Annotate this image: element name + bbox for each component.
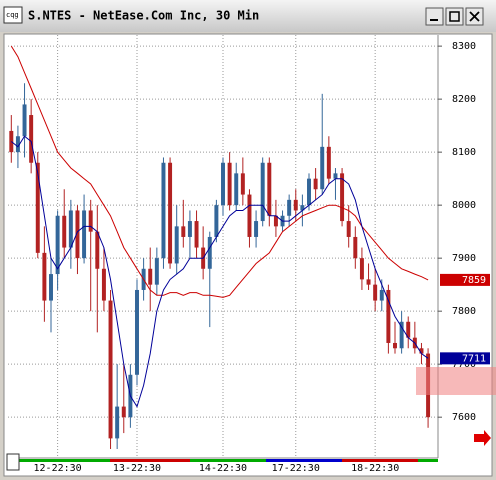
candle-body: [22, 104, 27, 137]
candle-body: [95, 231, 100, 269]
day-strip: [110, 459, 190, 462]
candle-body: [29, 115, 34, 163]
candle-body: [307, 178, 311, 206]
app-icon: [3, 6, 23, 24]
candle-body: [359, 258, 364, 280]
candle-body: [82, 210, 87, 259]
y-tick-label: 7700: [452, 359, 476, 370]
candle-body: [15, 136, 20, 153]
candle-body: [88, 210, 93, 232]
x-tick-label: 18-22:30: [351, 463, 399, 474]
highlight-zone: [416, 367, 496, 395]
candle-body: [287, 199, 292, 216]
title-bar: [0, 0, 496, 32]
candle-body: [254, 221, 259, 237]
window-title: S.NTES - NetEase.Com Inc, 30 Min: [28, 9, 259, 23]
candle-body: [273, 215, 278, 227]
scroll-arrow[interactable]: [474, 430, 491, 446]
y-tick-label: 7600: [452, 412, 476, 423]
candle-body: [346, 221, 351, 237]
candle-body: [373, 284, 378, 301]
candle-body: [393, 342, 397, 349]
candle-body: [154, 258, 159, 285]
candle-body: [293, 199, 298, 211]
candle-body: [386, 289, 391, 343]
day-strip: [266, 459, 342, 462]
x-tick-label: 12-22:30: [34, 463, 82, 474]
moving-average: [10, 45, 429, 298]
candle-body: [115, 406, 120, 439]
minimize-button[interactable]: [425, 7, 444, 26]
candle-body: [161, 162, 166, 259]
y-tick-label: 7800: [452, 306, 476, 317]
candle-body: [247, 194, 252, 237]
candle-body: [35, 162, 40, 253]
candle-body: [62, 215, 67, 248]
moving-average: [10, 135, 429, 408]
candle-body: [207, 236, 212, 269]
day-strip: [418, 459, 438, 462]
y-tick-label: 8100: [452, 147, 476, 158]
candle-body: [300, 205, 305, 211]
price-flag-label: 7711: [462, 353, 486, 364]
y-tick-label: 8200: [452, 94, 476, 105]
y-tick-label: 8300: [452, 41, 476, 52]
candle-body: [101, 268, 106, 301]
candle-body: [234, 173, 239, 206]
candle-body: [406, 321, 411, 338]
day-strip: [342, 459, 418, 462]
candle-body: [419, 348, 424, 354]
scroll-box[interactable]: [6, 453, 20, 471]
candle-body: [75, 210, 80, 259]
y-tick-label: 8000: [452, 200, 476, 211]
x-tick-label: 17-22:30: [272, 463, 320, 474]
candle-body: [174, 226, 179, 264]
candle-body: [366, 279, 371, 285]
x-tick-label: 14-22:30: [199, 463, 247, 474]
y-tick-label: 7900: [452, 253, 476, 264]
candle-body: [121, 406, 126, 418]
price-flag-label: 7859: [462, 275, 486, 286]
close-glyph: [469, 11, 480, 22]
candle-body: [214, 205, 219, 237]
candle-body: [320, 146, 325, 190]
candle-body: [108, 300, 113, 439]
candle-body: [240, 173, 245, 195]
day-strip: [8, 459, 32, 462]
x-tick-label: 13-22:30: [113, 463, 161, 474]
candle-body: [221, 162, 225, 206]
candle-body: [379, 289, 384, 301]
candle-body: [399, 321, 404, 349]
candle-body: [55, 215, 60, 275]
candle-body: [148, 268, 153, 285]
candle-body: [68, 210, 73, 248]
candle-body: [340, 173, 345, 222]
candle-body: [168, 162, 173, 264]
candle-body: [333, 173, 338, 179]
candle-body: [267, 162, 272, 216]
candle-body: [187, 221, 192, 237]
candle-body: [42, 252, 47, 301]
day-strip: [190, 459, 266, 462]
candle-body: [326, 146, 331, 179]
day-strip: [32, 459, 110, 462]
candle-body: [194, 221, 199, 248]
maximize-button[interactable]: [445, 7, 464, 26]
candle-body: [227, 162, 232, 206]
candle-body: [135, 289, 139, 375]
candle-body: [353, 236, 358, 259]
price-flag: [440, 352, 490, 365]
icon-glyph: cqg: [6, 11, 19, 19]
candle-body: [181, 226, 186, 237]
price-flag: [440, 273, 490, 286]
candle-body: [260, 162, 265, 222]
maximize-glyph: [449, 11, 460, 22]
candle-body: [49, 274, 53, 301]
candle-body: [313, 178, 318, 190]
